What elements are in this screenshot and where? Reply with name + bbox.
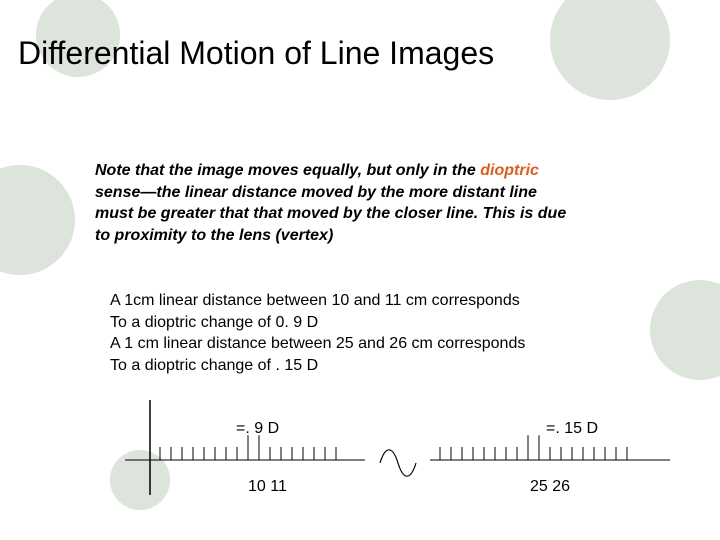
right-position-label: 25 26 <box>530 478 570 496</box>
left-position-label: 10 11 <box>248 478 287 496</box>
number-line-diagram <box>0 0 720 540</box>
right-delta-label: =. 15 D <box>546 420 598 438</box>
left-delta-label: =. 9 D <box>236 420 279 438</box>
